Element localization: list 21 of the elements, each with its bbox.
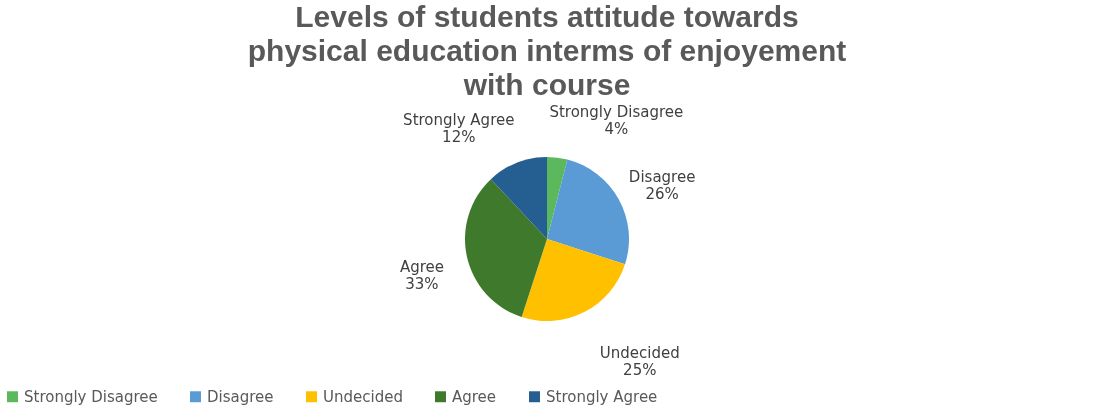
data-label: 33% xyxy=(405,274,439,293)
data-label: 25% xyxy=(623,361,657,380)
slice-label: Agree xyxy=(399,257,444,276)
legend-label: Disagree xyxy=(207,387,274,406)
slice-label: Strongly Disagree xyxy=(549,103,684,122)
legend-label: Undecided xyxy=(323,387,403,406)
slice-label: Undecided xyxy=(599,344,680,363)
data-label: 26% xyxy=(645,185,679,204)
legend-label: Strongly Disagree xyxy=(24,387,158,406)
data-label: 12% xyxy=(442,127,476,146)
pie-slice xyxy=(465,179,547,317)
pie-slice xyxy=(490,157,547,239)
data-label: 4% xyxy=(604,120,629,139)
pie-slice xyxy=(547,157,568,239)
legend-label: Strongly Agree xyxy=(546,387,658,406)
chart-title: Levels of students attitude towards physical education interms of enjoyement with course xyxy=(247,0,847,102)
legend-label: Agree xyxy=(452,387,497,406)
slice-label: Strongly Agree xyxy=(403,110,515,129)
slice-label: Disagree xyxy=(628,168,696,187)
pie-slice xyxy=(521,239,625,321)
pie-slice xyxy=(547,159,629,265)
